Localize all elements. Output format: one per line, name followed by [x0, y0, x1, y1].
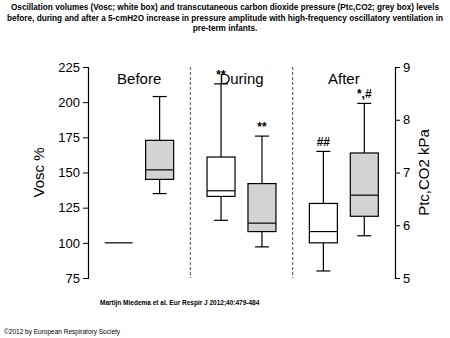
whisker-low: [364, 216, 365, 236]
y2-tick-mark: [395, 225, 400, 226]
whisker-cap: [255, 246, 269, 247]
chart: Oscillation volumes (Vosc; white box) an…: [0, 0, 450, 338]
y-tick-label: 150: [58, 165, 80, 180]
whisker-low: [261, 232, 262, 247]
y-tick-mark: [83, 67, 88, 68]
whisker-cap: [316, 151, 330, 152]
whisker-high: [261, 136, 262, 183]
y2-tick-label: 8: [403, 112, 410, 127]
y-tick-mark: [83, 102, 88, 103]
whisker-high: [159, 97, 160, 141]
y-tick-label: 75: [66, 271, 80, 286]
y2-axis-title: Ptc,CO2 kPa: [415, 128, 432, 215]
y-tick: 100: [58, 235, 88, 250]
y2-tick-label: 5: [403, 271, 410, 286]
whisker-cap: [357, 103, 371, 104]
y-axis-line: [83, 68, 89, 279]
annotation: *,#: [357, 87, 372, 101]
whisker-high: [364, 103, 365, 153]
y-tick-label: 225: [58, 60, 80, 75]
annotations: ** ## ** *,#: [216, 68, 372, 150]
box: [146, 97, 174, 194]
y-tick: 75: [66, 271, 88, 286]
y-tick: 225: [58, 60, 88, 75]
median: [105, 242, 133, 243]
y-tick-label: 200: [58, 95, 80, 110]
y-tick-label: 100: [58, 235, 80, 250]
y2-tick: 5: [395, 271, 410, 286]
median: [309, 231, 337, 232]
annotation: **: [257, 120, 267, 134]
whisker-low: [159, 179, 160, 193]
median: [350, 195, 378, 196]
whisker-cap: [153, 193, 167, 194]
y2-tick-mark: [395, 173, 400, 174]
whisker-high: [323, 151, 324, 203]
whisker-cap: [214, 83, 228, 84]
box: [350, 103, 378, 235]
y-tick-mark: [83, 208, 88, 209]
whisker-cap: [153, 96, 167, 97]
whisker-cap: [214, 220, 228, 221]
y-tick-mark: [83, 243, 88, 244]
y-axis-title: Vosc %: [30, 147, 47, 197]
y-tick: 150: [58, 165, 88, 180]
box: [248, 136, 276, 247]
y-axis: 75 100 125 150 175 200 225: [58, 60, 88, 286]
box-body: [350, 153, 378, 216]
marks: [105, 84, 379, 271]
y-tick: 175: [58, 130, 88, 145]
x-tick-label: After: [328, 70, 360, 87]
box-body: [207, 157, 235, 196]
y-tick-label: 125: [58, 200, 80, 215]
median: [146, 169, 174, 170]
y2-tick-mark: [395, 120, 400, 121]
x-tick: Before: [117, 69, 161, 87]
y2-axis: 5 6 7 8 9: [395, 60, 410, 286]
whisker-low: [323, 243, 324, 271]
y-tick-mark: [83, 137, 88, 138]
median: [207, 190, 235, 191]
median: [248, 223, 276, 224]
title: Oscillation volumes (Vosc; white box) an…: [7, 3, 443, 33]
separator: [190, 67, 191, 278]
box-body: [309, 203, 337, 242]
y-tick-mark: [83, 278, 88, 279]
whisker-cap: [316, 270, 330, 271]
plot: 75 100 125 150 175 200 225 5 6 7 8 9 BeforeDuringAft…: [58, 60, 410, 286]
whisker-high: [220, 84, 221, 157]
box: [309, 151, 337, 271]
separator: [292, 67, 293, 278]
x-axis: BeforeDuringAfter: [117, 69, 360, 87]
copyright: ©2012 by European Respiratory Society: [4, 328, 121, 336]
y-tick-label: 175: [58, 130, 80, 145]
y2-tick: 9: [395, 60, 410, 75]
annotation: **: [216, 68, 226, 82]
box-body: [248, 184, 276, 232]
source: Martijn Miedema et al. Eur Respir J 2012…: [100, 299, 260, 307]
y2-tick-mark: [395, 67, 400, 68]
y2-tick-label: 6: [403, 218, 410, 233]
y-tick: 125: [58, 200, 88, 215]
whisker-low: [220, 196, 221, 220]
whisker-cap: [255, 136, 269, 137]
x-tick: After: [328, 69, 360, 87]
annotation: ##: [317, 135, 331, 149]
y-tick-mark: [83, 173, 88, 174]
x-tick-label: Before: [117, 70, 161, 87]
y2-axis-line: [396, 68, 401, 279]
y2-tick-label: 9: [403, 60, 410, 75]
y-tick: 200: [58, 95, 88, 110]
y2-tick: 8: [395, 112, 410, 127]
y2-tick-mark: [395, 278, 400, 279]
whisker-cap: [357, 235, 371, 236]
box: [105, 242, 133, 243]
box: [207, 84, 235, 220]
y2-tick: 7: [395, 165, 410, 180]
y2-tick: 6: [395, 218, 410, 233]
box-body: [146, 140, 174, 179]
y2-tick-label: 7: [403, 165, 410, 180]
